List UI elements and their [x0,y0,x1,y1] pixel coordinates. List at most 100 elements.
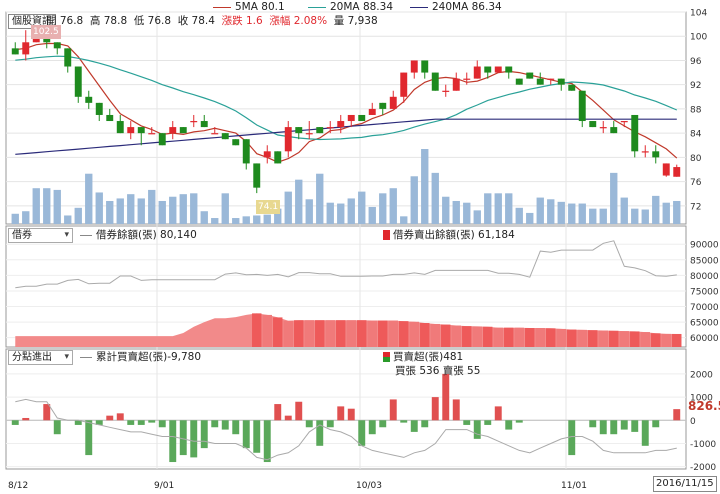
lending-sell-bar [420,323,430,347]
candle-body [148,133,156,135]
candle-body [221,133,229,140]
net-flow-bar [221,420,229,430]
net-flow-bar [337,406,345,421]
volume-bar [421,149,429,224]
volume-bar [452,200,460,224]
candle-body [526,72,534,79]
candle-body [106,114,114,122]
current-date: 2016/11/15 [653,476,717,492]
candle-body [11,48,19,55]
volume-bar [473,210,481,224]
candle-body [452,78,460,91]
volume-bar [410,176,418,224]
price-tick-label: 92 [690,81,701,91]
net-flow-bar [127,420,135,425]
volume-bar [515,207,523,224]
candle-body [536,78,544,85]
lending-sell-bar [577,329,587,347]
volume-bar [620,197,628,224]
net-flow-bar [379,420,387,428]
ma240-legend-text: 240MA 86.34 [432,1,502,13]
lending-sell-bar [546,328,556,347]
net-flow-bar [85,420,93,456]
volume-bar [484,193,492,224]
cum-legend: 累計買賣超(張)-9,780 [80,350,201,364]
net-flow-bar [347,408,355,421]
price-tick-label: 84 [690,130,702,140]
lending-sell-text: 借券賣出餘額(張) 61,184 [393,229,515,241]
price-tick-label: 96 [690,57,702,67]
net-flow-bar [631,420,639,432]
candle-body [211,133,219,135]
candle-body [116,121,124,134]
volume-bar [106,200,114,224]
net-flow-bar [610,420,618,435]
candle-body [347,114,355,122]
cum-flow-line [15,398,677,461]
candle-body [568,84,576,91]
price-tick-label: 104 [690,9,707,19]
volume-bar [116,198,124,224]
price-low-marker: 74.1 [256,200,281,214]
lending-sell-bar [630,331,640,347]
net-flow-bar [242,420,250,449]
candle-body [599,127,607,129]
net-flow-bar [620,420,628,430]
ma20-line [15,55,678,141]
lending-sell-bar [262,314,272,347]
lending-tick-label: 90000 [690,241,719,251]
net-flow-bar [368,420,376,435]
cum-text: 累計買賣超(張)-9,780 [96,351,202,363]
candle-body [263,151,271,158]
lending-dropdown[interactable]: 借券 [8,228,73,243]
volume-bar [662,202,670,224]
broker-dropdown[interactable]: 分點進出 [8,350,73,365]
volume-bar [526,212,534,224]
volume-bar [274,208,282,224]
lending-sell-bar [598,330,608,347]
net-flow-bar [148,420,156,423]
candle-body [232,139,240,146]
lending-sell-bar [399,321,409,347]
net-flow-bar [284,415,292,421]
lending-sell-bar [367,320,377,347]
lending-sell-bar [357,320,367,347]
net-flow-bar [95,420,103,425]
lending-sell-bar [462,326,472,347]
volume-bar [148,189,156,224]
net-flow-bar [158,420,166,428]
volume-bar [43,188,51,224]
volume-bar [316,173,324,224]
candle-body [368,108,376,115]
candle-body [53,42,61,49]
x-label-0: 8/12 [8,481,29,491]
price-tick-label: 72 [690,202,701,212]
volume-bar [190,193,198,224]
volume-bar [179,194,187,224]
candle-body [400,72,408,97]
net-flow-bar [484,420,492,425]
volume-bar [631,208,639,224]
lending-sell-bar [504,327,514,347]
candle-body [22,42,30,55]
volume-bar [547,199,555,224]
lending-balance-line [15,240,677,289]
net-flow-bar [211,420,219,428]
volume-bar [22,211,30,224]
net-flow-bar [179,420,187,456]
candle-body [200,121,208,128]
net-flow-bar [43,404,51,421]
ma5-legend: 5MA 80.1 [213,0,285,14]
volume-bar [221,193,229,224]
lending-sell-bar [430,323,440,347]
net-flow-bar [358,420,366,446]
net-flow-bar [22,417,30,421]
lending-sell-bar [304,320,314,347]
volume-bar [494,193,502,224]
net-flow-bar [452,399,460,421]
lending-sell-bar [336,320,346,347]
lending-sell-bar [672,333,682,347]
volume-bar [368,206,376,224]
volume-bar [169,196,177,224]
